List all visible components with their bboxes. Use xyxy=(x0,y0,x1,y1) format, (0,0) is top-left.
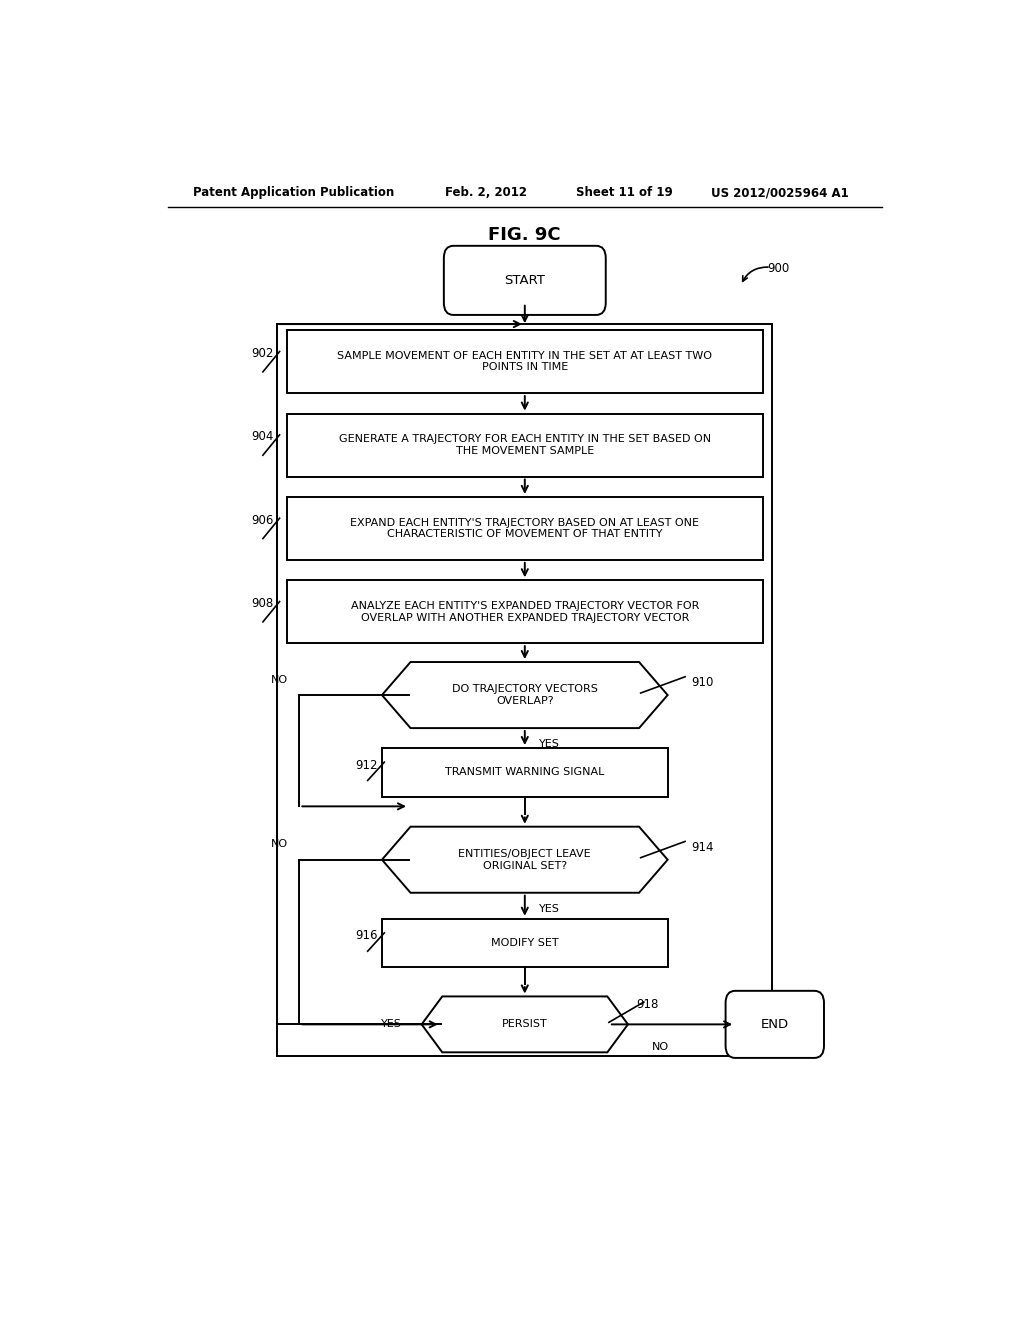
Bar xyxy=(287,581,763,643)
Text: 908: 908 xyxy=(251,597,273,610)
Text: 906: 906 xyxy=(251,513,273,527)
Text: Feb. 2, 2012: Feb. 2, 2012 xyxy=(445,186,527,199)
Text: ENTITIES/OBJECT LEAVE
ORIGINAL SET?: ENTITIES/OBJECT LEAVE ORIGINAL SET? xyxy=(459,849,591,870)
Polygon shape xyxy=(422,997,628,1052)
Text: NO: NO xyxy=(271,675,288,685)
Bar xyxy=(382,919,668,968)
FancyBboxPatch shape xyxy=(726,991,824,1057)
Text: TRANSMIT WARNING SIGNAL: TRANSMIT WARNING SIGNAL xyxy=(445,767,604,777)
Text: YES: YES xyxy=(539,739,560,750)
Text: 914: 914 xyxy=(691,841,714,854)
Text: ANALYZE EACH ENTITY'S EXPANDED TRAJECTORY VECTOR FOR
OVERLAP WITH ANOTHER EXPAND: ANALYZE EACH ENTITY'S EXPANDED TRAJECTOR… xyxy=(350,601,699,623)
Text: 918: 918 xyxy=(636,998,658,1011)
Text: GENERATE A TRAJECTORY FOR EACH ENTITY IN THE SET BASED ON
THE MOVEMENT SAMPLE: GENERATE A TRAJECTORY FOR EACH ENTITY IN… xyxy=(339,434,711,455)
Text: 916: 916 xyxy=(355,929,378,942)
Text: PERSIST: PERSIST xyxy=(502,1019,548,1030)
Text: Sheet 11 of 19: Sheet 11 of 19 xyxy=(577,186,673,199)
Text: MODIFY SET: MODIFY SET xyxy=(490,939,559,948)
Text: START: START xyxy=(505,273,545,286)
Text: EXPAND EACH ENTITY'S TRAJECTORY BASED ON AT LEAST ONE
CHARACTERISTIC OF MOVEMENT: EXPAND EACH ENTITY'S TRAJECTORY BASED ON… xyxy=(350,517,699,539)
Text: NO: NO xyxy=(652,1041,669,1052)
Text: SAMPLE MOVEMENT OF EACH ENTITY IN THE SET AT AT LEAST TWO
POINTS IN TIME: SAMPLE MOVEMENT OF EACH ENTITY IN THE SE… xyxy=(337,351,713,372)
Text: Patent Application Publication: Patent Application Publication xyxy=(194,186,394,199)
Bar xyxy=(287,496,763,560)
Polygon shape xyxy=(382,826,668,892)
Text: 900: 900 xyxy=(767,261,790,275)
Text: NO: NO xyxy=(271,840,288,850)
Bar xyxy=(278,325,772,1056)
Text: 910: 910 xyxy=(691,676,714,689)
Text: 904: 904 xyxy=(251,430,273,444)
Text: US 2012/0025964 A1: US 2012/0025964 A1 xyxy=(712,186,849,199)
Bar xyxy=(382,748,668,797)
Polygon shape xyxy=(382,663,668,729)
Text: 902: 902 xyxy=(251,347,273,360)
Text: YES: YES xyxy=(381,1019,401,1030)
FancyBboxPatch shape xyxy=(443,246,606,315)
Text: END: END xyxy=(761,1018,788,1031)
Text: 912: 912 xyxy=(355,759,378,772)
Text: DO TRAJECTORY VECTORS
OVERLAP?: DO TRAJECTORY VECTORS OVERLAP? xyxy=(452,684,598,706)
Bar xyxy=(287,330,763,393)
Bar xyxy=(287,413,763,477)
Text: FIG. 9C: FIG. 9C xyxy=(488,226,561,244)
Text: YES: YES xyxy=(539,904,560,913)
